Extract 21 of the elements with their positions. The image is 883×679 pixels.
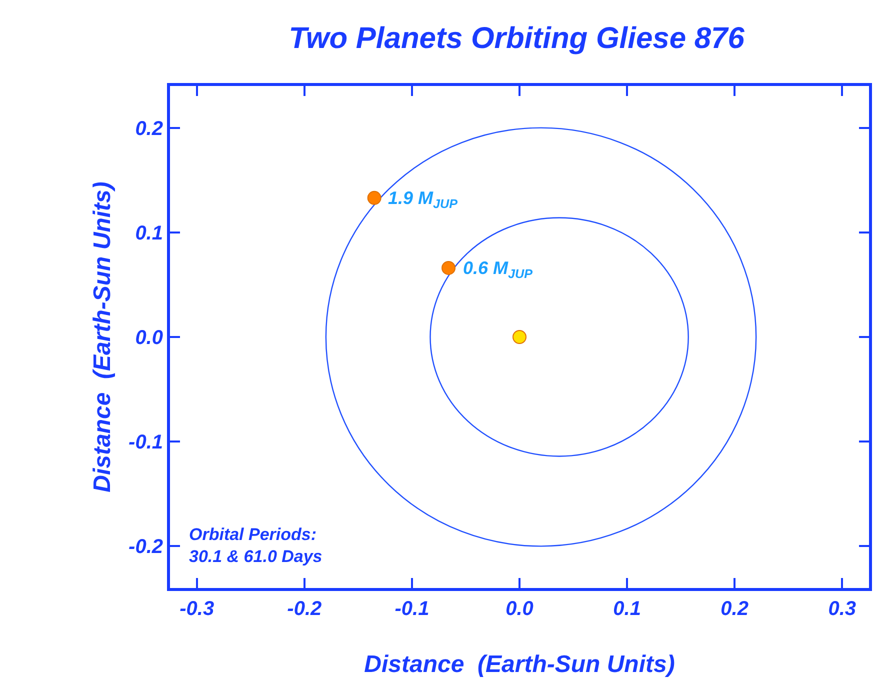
y-tick-label: 0.2 xyxy=(135,118,163,140)
y-tick-label: -0.1 xyxy=(128,432,163,454)
point xyxy=(367,190,382,205)
y-tick-label: 0.1 xyxy=(135,222,163,244)
point xyxy=(442,260,456,275)
chart-title: Two Planets Orbiting Gliese 876 xyxy=(288,22,745,56)
y-tick-label: -0.2 xyxy=(128,536,163,558)
x-tick-label: 0.2 xyxy=(720,598,748,620)
x-tick-label: -0.3 xyxy=(180,598,214,620)
y-tick-label: 0.0 xyxy=(135,327,163,349)
x-axis-title: Distance (Earth-Sun Units) xyxy=(364,651,675,678)
x-tick-label: 0.3 xyxy=(828,598,856,620)
annotation: 0.6 M$_{JUP}$ xyxy=(463,258,534,281)
y-axis-title: Distance (Earth-Sun Units) xyxy=(89,182,116,492)
x-tick-label: 0.0 xyxy=(506,598,534,620)
annotation: Orbital Periods: 30.1 & 61.0 Days xyxy=(189,525,322,566)
x-tick-label: 0.1 xyxy=(613,598,641,620)
x-tick-label: -0.1 xyxy=(394,598,430,620)
annotation: 1.9 M$_{JUP}$ xyxy=(388,188,458,211)
x-tick-label: -0.2 xyxy=(287,598,322,620)
point xyxy=(512,330,526,344)
